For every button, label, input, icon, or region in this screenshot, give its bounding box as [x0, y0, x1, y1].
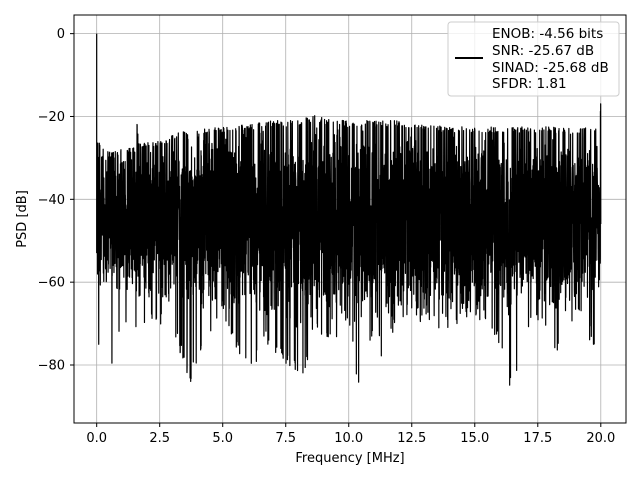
- legend-entry-snr: SNR: -25.67 dB: [492, 43, 594, 59]
- y-tick-label: 0: [57, 27, 65, 42]
- y-tick-label: −80: [38, 359, 65, 374]
- y-tick-label: −60: [38, 276, 65, 291]
- x-tick-label: 17.5: [523, 431, 552, 446]
- x-tick-label: 10.0: [334, 431, 363, 446]
- axis-ticks: 0.0 2.5 5.0 7.5 10.0 12.5 15.0 17.5 20.0 0 −20 −40 −…: [38, 27, 616, 446]
- x-tick-label: 7.5: [275, 431, 296, 446]
- y-tick-label: −40: [38, 193, 65, 208]
- legend-entry-sinad: SINAD: -25.68 dB: [492, 60, 609, 76]
- x-axis-label: Frequency [MHz]: [295, 451, 404, 466]
- x-tick-label: 15.0: [460, 431, 489, 446]
- legend-entry-sfdr: SFDR: 1.81: [492, 76, 567, 92]
- plot-frame: [73, 14, 627, 424]
- x-tick-label: 2.5: [149, 431, 170, 446]
- y-tick-label: −20: [38, 110, 65, 125]
- psd-line: [96, 33, 602, 386]
- x-tick-label: 20.0: [586, 431, 615, 446]
- y-axis-label: PSD [dB]: [15, 190, 30, 248]
- legend: ENOB: -4.56 bits SNR: -25.67 dB SINAD: -…: [447, 21, 620, 97]
- x-tick-label: 5.0: [212, 431, 233, 446]
- psd-series: [96, 33, 602, 386]
- x-tick-label: 0.0: [86, 431, 107, 446]
- x-tick-label: 12.5: [397, 431, 426, 446]
- legend-box: [447, 21, 620, 97]
- legend-entry-enob: ENOB: -4.56 bits: [492, 26, 603, 42]
